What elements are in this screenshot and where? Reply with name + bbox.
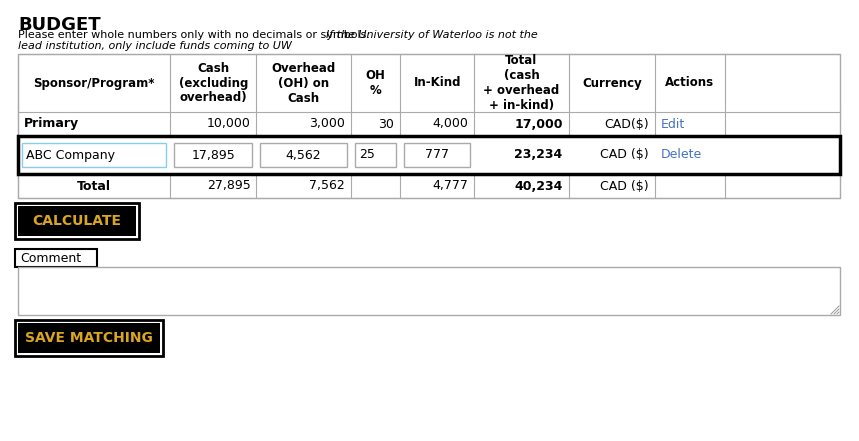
Text: 777: 777	[425, 149, 449, 161]
Bar	[18, 267, 840, 315]
Text: 23,234: 23,234	[515, 149, 563, 161]
Bar	[18, 136, 840, 174]
Text: ABC Company: ABC Company	[26, 149, 115, 161]
Bar	[174, 143, 253, 167]
Text: 3,000: 3,000	[309, 117, 345, 131]
Text: CALCULATE: CALCULATE	[33, 214, 121, 228]
Text: CAD ($): CAD ($)	[600, 179, 649, 193]
Bar	[15, 249, 97, 267]
Text: Comment: Comment	[20, 251, 81, 265]
Text: 4,562: 4,562	[286, 149, 321, 161]
Text: Please enter whole numbers only with no decimals or symbols.: Please enter whole numbers only with no …	[18, 30, 374, 40]
Text: Overhead
(OH) on
Cash: Overhead (OH) on Cash	[271, 61, 336, 105]
Bar	[22, 143, 166, 167]
Text: Edit: Edit	[661, 117, 685, 131]
Text: 10,000: 10,000	[206, 117, 250, 131]
Text: 7,562: 7,562	[309, 179, 345, 193]
Bar	[18, 54, 840, 198]
Text: Total: Total	[77, 179, 111, 193]
Text: BUDGET: BUDGET	[18, 16, 101, 34]
Text: Sponsor/Program*: Sponsor/Program*	[34, 76, 155, 90]
Text: 25: 25	[359, 149, 375, 161]
Bar	[18, 206, 136, 236]
Bar	[18, 323, 160, 353]
Text: SAVE MATCHING: SAVE MATCHING	[25, 331, 153, 345]
Text: 17,895: 17,895	[192, 149, 235, 161]
Text: Total
(cash
+ overhead
+ in-kind): Total (cash + overhead + in-kind)	[484, 54, 559, 112]
Text: If the University of Waterloo is not the: If the University of Waterloo is not the	[326, 30, 538, 40]
Text: Currency: Currency	[582, 76, 642, 90]
Text: 30: 30	[378, 117, 394, 131]
Text: 4,000: 4,000	[432, 117, 468, 131]
Text: CAD ($): CAD ($)	[600, 149, 649, 161]
Text: OH
%: OH %	[366, 69, 386, 97]
Bar	[260, 143, 347, 167]
Text: 17,000: 17,000	[515, 117, 563, 131]
Text: CAD($): CAD($)	[605, 117, 649, 131]
Text: Cash
(excluding
overhead): Cash (excluding overhead)	[179, 61, 248, 105]
Text: lead institution, only include funds coming to UW: lead institution, only include funds com…	[18, 41, 292, 51]
Bar	[405, 143, 470, 167]
Bar	[15, 320, 163, 356]
Text: 27,895: 27,895	[207, 179, 250, 193]
Text: Delete: Delete	[661, 149, 703, 161]
Bar	[355, 143, 396, 167]
Text: In-Kind: In-Kind	[413, 76, 461, 90]
Text: Primary: Primary	[24, 117, 79, 131]
Text: 4,777: 4,777	[432, 179, 468, 193]
Text: 40,234: 40,234	[515, 179, 563, 193]
Text: Actions: Actions	[666, 76, 715, 90]
Bar	[15, 203, 139, 239]
